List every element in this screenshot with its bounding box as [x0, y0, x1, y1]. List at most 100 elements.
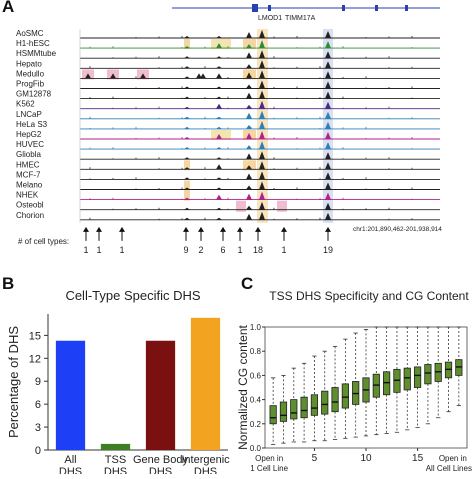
dhs-peak — [216, 36, 222, 38]
dhs-peak — [184, 187, 190, 190]
dhs-peak — [325, 111, 331, 119]
y-tick-label: 0.6 — [250, 371, 262, 380]
dhs-peak — [259, 50, 265, 59]
dhs-peak — [325, 162, 331, 170]
dhs-peak — [325, 172, 331, 180]
cell-types-label: # of cell types: — [18, 237, 69, 246]
highlight-box-osteobl — [236, 200, 246, 212]
dhs-peak — [246, 84, 252, 89]
arrow-head — [281, 226, 287, 232]
cell-type-count: 19 — [323, 245, 333, 255]
track-label: HeLa S3 — [16, 120, 48, 129]
dhs-peak — [246, 124, 252, 129]
highlight-box — [211, 130, 231, 140]
track-label: AoSMC — [16, 29, 44, 38]
track-label: HUVEC — [16, 140, 44, 149]
x-category-label: Intergenic — [181, 454, 230, 466]
dhs-peak — [216, 116, 222, 119]
dhs-peak — [246, 64, 252, 69]
gene-exon — [268, 5, 271, 11]
x-end-label-left: Open in — [255, 454, 283, 463]
dhs-peak — [259, 100, 265, 109]
dhs-peak — [216, 177, 222, 180]
y-tick-label: 1.0 — [250, 323, 262, 332]
dhs-peak — [216, 56, 222, 59]
dhs-peak — [259, 181, 265, 190]
dhs-peak — [200, 73, 206, 79]
track-label: Hepato — [16, 59, 42, 68]
track-label: Gliobla — [16, 150, 41, 159]
x-category-label: All — [64, 454, 76, 466]
cell-type-count: 1 — [119, 245, 124, 255]
track-label: MCF-7 — [16, 170, 41, 179]
dhs-peak — [259, 131, 265, 139]
chart-title: TSS DHS Specificity and CG Content — [269, 289, 469, 303]
dhs-peak — [196, 73, 202, 79]
dhs-peak — [184, 76, 190, 79]
gene-exon-lmod1 — [252, 4, 258, 12]
dhs-peak — [216, 207, 222, 210]
track-label: Melano — [16, 181, 43, 190]
dhs-peak — [216, 86, 222, 89]
dhs-peak — [184, 116, 190, 119]
y-tick-label: 9 — [35, 376, 41, 388]
bar — [55, 340, 86, 450]
arrow-head — [325, 226, 331, 232]
arrow-head — [96, 226, 102, 232]
dhs-peak — [184, 137, 190, 139]
dhs-peak — [325, 132, 331, 139]
track-label: K562 — [16, 100, 35, 109]
box — [424, 364, 432, 385]
dhs-peak — [325, 202, 331, 210]
dhs-peak — [216, 126, 222, 129]
bar — [145, 340, 176, 450]
dhs-peak — [259, 110, 265, 119]
dhs-peak — [216, 43, 222, 49]
dhs-peak — [259, 211, 265, 220]
dhs-peak — [325, 121, 331, 129]
panel-b-letter: B — [2, 274, 15, 293]
highlight-box — [184, 160, 190, 171]
gene-exon — [405, 5, 408, 11]
x-tick-label: 5 — [312, 453, 318, 464]
dhs-peak — [246, 213, 252, 220]
cell-type-count: 1 — [237, 245, 242, 255]
dhs-peak — [140, 73, 146, 79]
box — [341, 383, 349, 409]
dhs-bar-chart: Cell-Type Specific DHS 0 3 6 9 12 15 Percentage… — [6, 288, 230, 478]
dhs-peak — [184, 126, 190, 129]
dhs-peak — [325, 41, 331, 49]
dhs-peak — [110, 73, 116, 79]
box — [310, 394, 319, 416]
dhs-peak — [184, 147, 190, 150]
y-tick-label: 6 — [35, 399, 41, 411]
dhs-peak — [216, 187, 222, 190]
gene-label-timm17a: TIMM17A — [285, 15, 316, 22]
x-end-label-right: Open in — [439, 454, 467, 463]
genomic-coordinates: chr1:201,890,462-201,938,914 — [353, 226, 442, 233]
y-tick-label: 15 — [29, 330, 41, 342]
y-tick-label: 0.8 — [250, 347, 262, 356]
dhs-peak — [184, 167, 190, 170]
x-category-label: DHS — [194, 466, 217, 474]
track-label: Medullo — [16, 69, 45, 78]
dhs-peak — [246, 92, 252, 99]
arrow-head — [183, 226, 189, 232]
dhs-peak — [259, 191, 265, 200]
dhs-peak — [246, 185, 252, 190]
dhs-peak — [184, 177, 190, 180]
dhs-peak — [184, 36, 190, 38]
arrow-head — [255, 226, 261, 232]
dhs-peak — [246, 173, 252, 180]
highlight-box — [243, 160, 256, 171]
dhs-peak — [246, 193, 252, 200]
dhs-peak — [259, 30, 265, 38]
box — [403, 367, 411, 391]
dhs-peak — [184, 207, 190, 210]
arrow-head — [198, 226, 204, 232]
dhs-peak — [184, 46, 190, 49]
genome-browser-tracks: LMOD1 TIMM17AAoSMCH1-hESCHSMMtubeHepatoMe… — [16, 4, 442, 255]
dhs-peak — [325, 81, 331, 89]
dhs-peak — [246, 104, 252, 109]
dhs-peak — [184, 197, 190, 200]
